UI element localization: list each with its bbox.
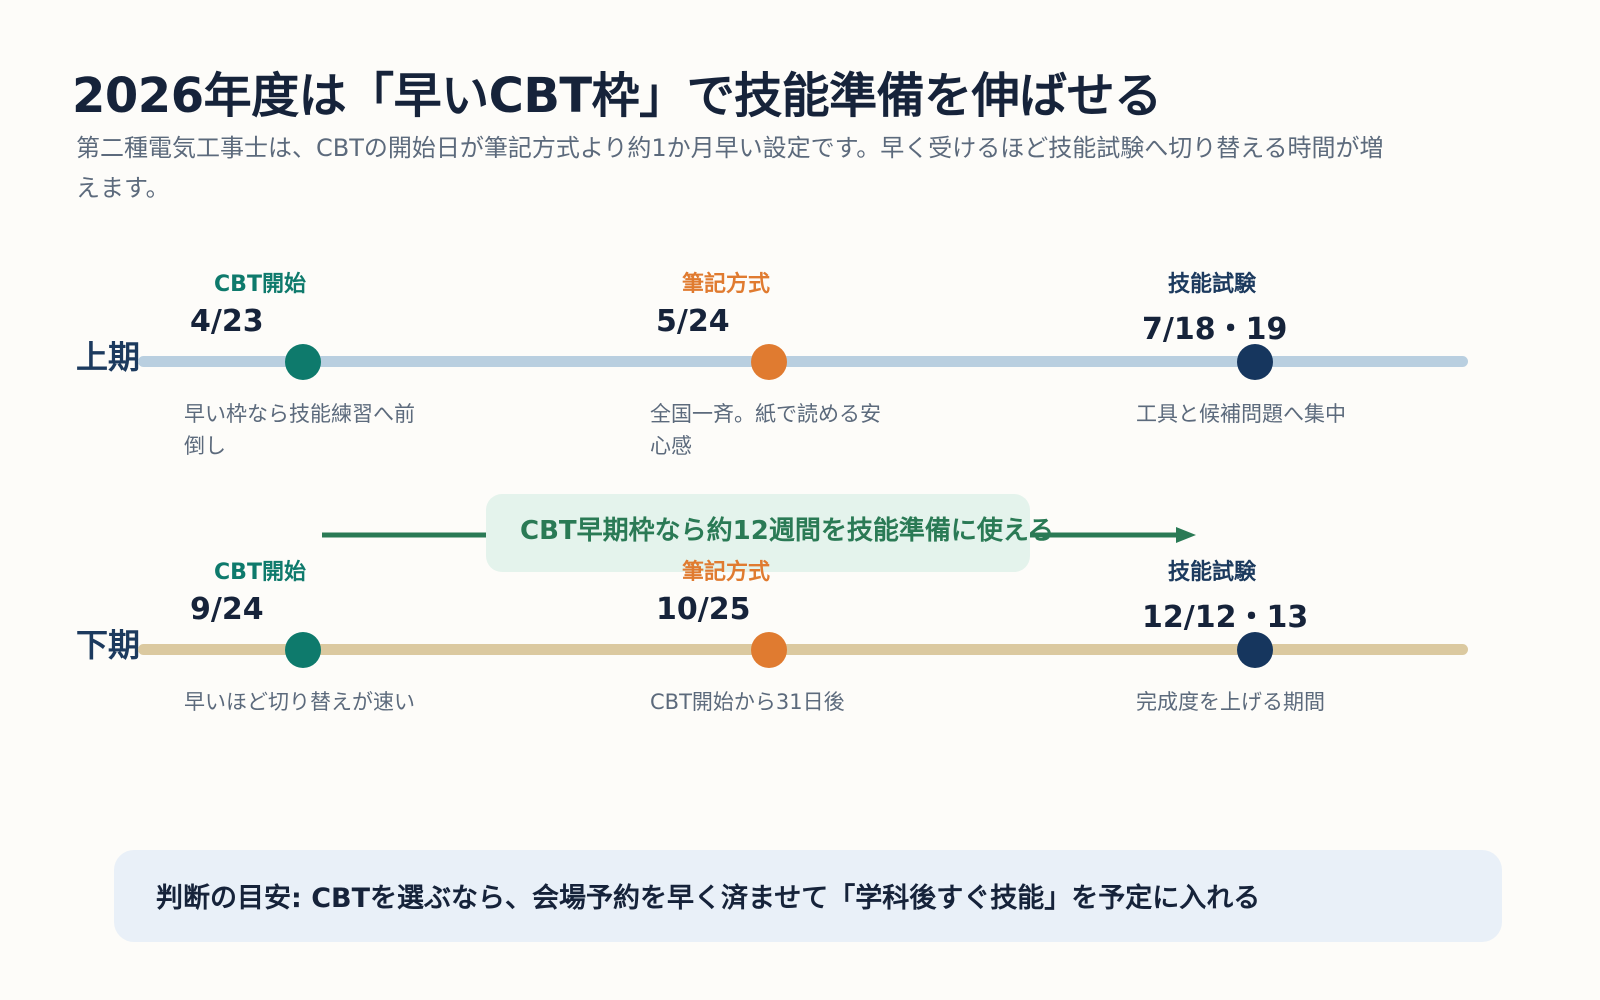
event-note-written-first: 全国一斉。紙で読める安心感 [650, 402, 881, 458]
event-date-cbt-second: 9/24 [190, 592, 264, 627]
page-title: 2026年度は「早いCBT枠」で技能準備を伸ばせる [72, 68, 1162, 124]
event-label-skill-first: 技能試験 [1167, 272, 1256, 297]
period-label-first-half: 上期 [76, 338, 141, 376]
event-node-skill-first [1237, 344, 1273, 380]
event-note-skill-second: 完成度を上げる期間 [1136, 690, 1325, 714]
event-node-written-first [751, 344, 787, 380]
gap-arrow-head [1176, 527, 1196, 543]
event-label-cbt-first: CBT開始 [214, 272, 306, 297]
event-note-cbt-first: 早い枠なら技能練習へ前倒し [184, 402, 415, 458]
period-label-second-half: 下期 [76, 626, 141, 664]
decision-guide-box [114, 850, 1502, 942]
event-date-written-first: 5/24 [656, 304, 730, 339]
decision-guide-text: 判断の目安: CBTを選ぶなら、会場予約を早く済ませて「学科後すぐ技能」を予定に… [156, 883, 1261, 914]
event-node-written-second [751, 632, 787, 668]
event-date-written-second: 10/25 [656, 592, 751, 627]
event-node-cbt-second [285, 632, 321, 668]
event-date-skill-first: 7/18・19 [1142, 312, 1288, 347]
timeline-track-second-half [138, 644, 1468, 655]
event-label-written-second: 筆記方式 [681, 560, 770, 585]
event-note-written-second: CBT開始から31日後 [650, 690, 845, 714]
timeline-track-first-half [138, 356, 1468, 367]
event-label-skill-second: 技能試験 [1167, 560, 1256, 585]
gap-callout-box [486, 494, 1030, 572]
event-node-cbt-first [285, 344, 321, 380]
event-node-skill-second [1237, 632, 1273, 668]
event-label-written-first: 筆記方式 [681, 272, 770, 297]
page-subtitle: 第二種電気工事士は、CBTの開始日が筆記方式より約1か月早い設定です。早く受ける… [76, 134, 1384, 202]
event-label-cbt-second: CBT開始 [214, 560, 306, 585]
event-note-cbt-second: 早いほど切り替えが速い [184, 690, 415, 714]
event-date-skill-second: 12/12・13 [1142, 600, 1309, 635]
gap-callout-text: CBT早期枠なら約12週間を技能準備に使える [520, 516, 1055, 546]
event-note-skill-first: 工具と候補問題へ集中 [1136, 402, 1346, 426]
event-date-cbt-first: 4/23 [190, 304, 264, 339]
